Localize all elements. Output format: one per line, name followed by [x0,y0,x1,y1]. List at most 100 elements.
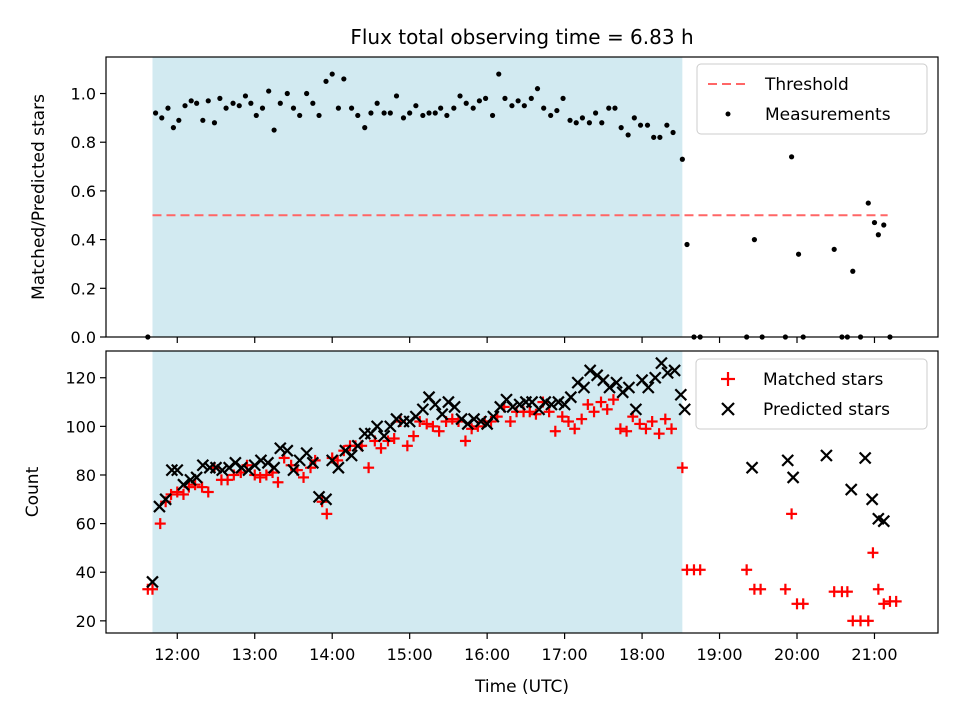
predicted-x-b [325,454,339,467]
measurement-point [182,103,188,109]
measurement-point [788,154,795,160]
measurement-point [374,100,380,106]
measurement-point [541,105,547,111]
predicted-x-b [571,376,585,389]
measurement-point [323,78,329,84]
predicted-x-b [377,429,391,443]
predicted-x-b [474,415,488,428]
measurement-point [451,105,457,111]
bottom-y-axis-label: Count [23,466,43,517]
measurement-point [515,98,521,104]
measurement-point [637,122,644,128]
legend-predicted-swatch [721,402,735,416]
measurement-point [348,105,355,111]
predicted-x-b [655,356,668,370]
matched-star-point [582,398,594,410]
predicted-star-point [159,493,172,506]
matched-star-point [797,598,809,610]
matched-star-point [260,469,272,481]
predicted-star-point [655,356,668,370]
x-tick-label: 13:00 [232,645,278,664]
measurement-point [850,268,856,274]
measurement-point [482,95,489,101]
predicted-star-point [312,490,326,504]
measurement-point [194,100,200,106]
matched-star-point [607,394,619,406]
predicted-x-b [865,493,879,506]
predicted-x-b [668,364,681,377]
x-tick-label: 15:00 [387,645,433,664]
matched-star-point [890,595,902,607]
predicted-star-point [545,398,558,411]
predicted-star-point [641,381,655,394]
matched-star-point [601,403,613,415]
predicted-x-b [590,369,604,382]
measurement-point [277,100,283,106]
predicted-x-b [661,366,674,380]
predicted-x-b [877,514,891,528]
top-y-tick-label: 0.8 [71,133,96,152]
matched-star-point [421,418,433,430]
predicted-x-b [858,451,872,465]
measurement-point [248,100,254,106]
predicted-x-b [435,407,449,421]
x-tick-label: 16:00 [464,645,510,664]
matched-star-point [433,425,445,437]
predicted-star-point [428,398,442,411]
measurement-point [297,112,303,119]
predicted-x-b [280,444,294,457]
matched-star-point [595,396,607,408]
predicted-x-b [332,461,345,474]
predicted-x-b [390,412,403,426]
measurement-point [612,105,618,111]
predicted-x-b [261,456,275,470]
measurement-point [470,105,476,111]
measurement-point [407,110,413,116]
top-y-axis-label: Matched/Predicted stars [29,94,49,300]
x-tick-label: 21:00 [851,645,897,664]
predicted-x-b [820,449,833,462]
legend-predicted-label: Predicted stars [763,400,890,420]
measurement-point [381,110,387,116]
predicted-x-b [229,456,242,470]
predicted-star-point [267,461,281,474]
matched-star-point [659,413,671,425]
predicted-x-b [370,420,384,433]
predicted-star-point [865,493,879,506]
measurement-point [444,112,450,119]
matched-star-point [427,420,439,432]
measurement-point [236,103,242,109]
predicted-star-point [661,366,674,380]
measurement-point [217,95,223,101]
predicted-x-b [306,456,320,470]
matched-star-point [549,425,561,437]
matched-star-point [755,583,767,595]
measurement-point [457,93,463,99]
predicted-star-point [844,483,858,496]
predicted-star-point [235,461,248,474]
legend-matched-label: Matched stars [763,370,883,390]
predicted-star-point [165,463,179,477]
measurement-point [188,98,194,104]
predicted-x-b [678,403,691,416]
matched-star-point [621,425,633,437]
measurement-point [560,95,566,101]
predicted-x-b [603,381,616,394]
matched-star-point [779,583,791,595]
predicted-x-b [428,398,442,411]
matched-star-point [154,518,166,530]
x-tick-label: 12:00 [154,645,200,664]
matched-star-point [202,486,214,498]
measurement-point [871,219,878,226]
matched-star-point [786,508,798,520]
predicted-x-b [674,388,688,402]
matched-star-point [562,416,574,427]
predicted-star-point [577,381,591,394]
predicted-x-b [170,463,184,477]
matched-star-point [646,416,658,427]
measurement-point [259,105,266,111]
predicted-star-point [177,478,190,491]
matched-star-point [388,433,400,445]
measurement-point [554,107,560,114]
predicted-star-point [351,439,365,453]
